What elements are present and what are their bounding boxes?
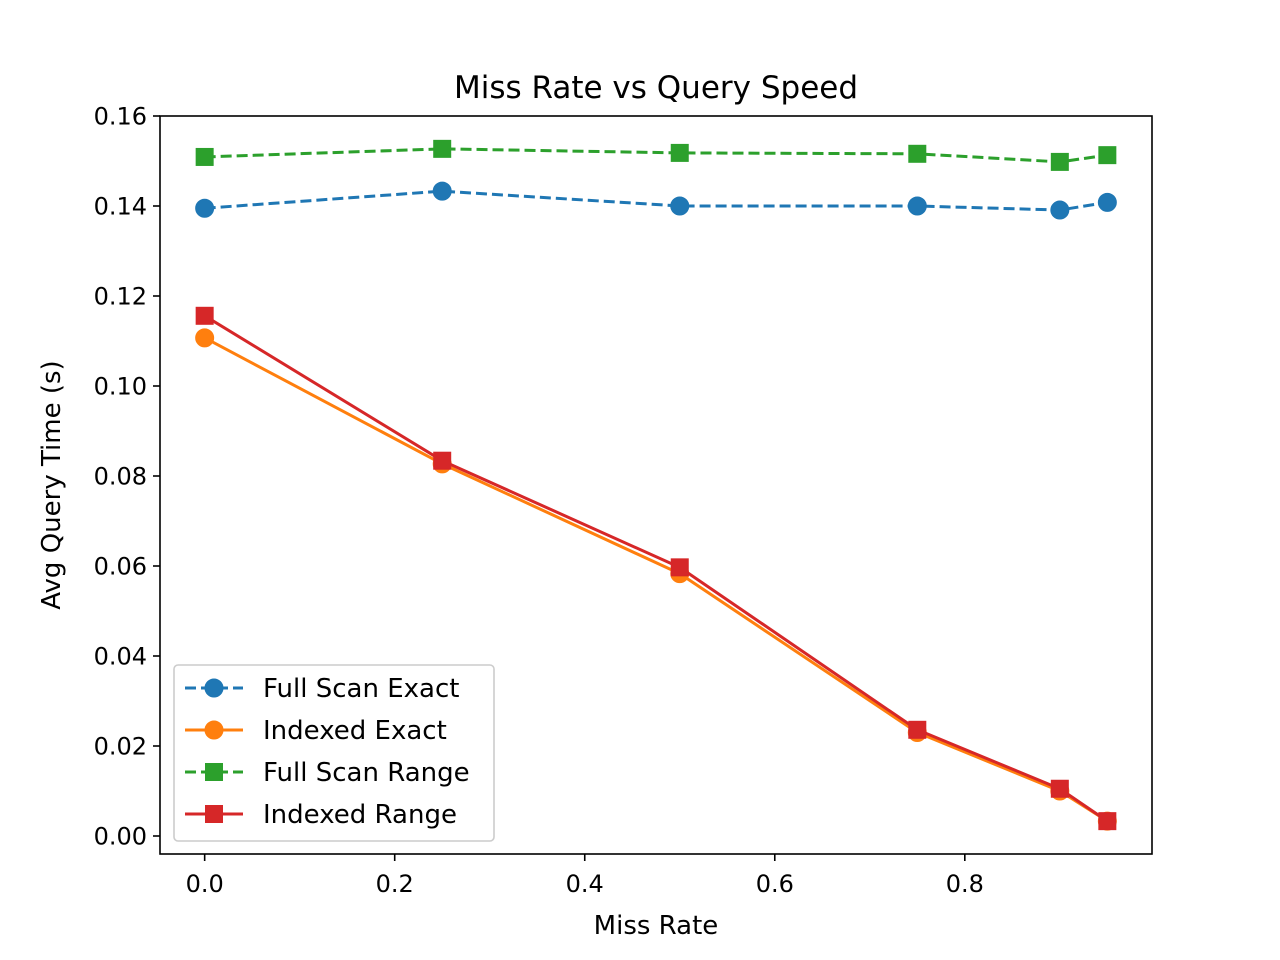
legend-marker-full-scan-range — [205, 763, 223, 781]
data-point-full-scan-range — [433, 139, 452, 158]
x-tick-label: 0.4 — [566, 870, 604, 898]
legend-marker-full-scan-exact — [204, 678, 224, 698]
y-axis-ticks: 0.00 0.02 0.04 0.06 0.08 0.10 0.12 0.14 0.16 — [94, 103, 160, 851]
data-point-full-scan-range — [1098, 146, 1117, 165]
data-point-indexed-range — [195, 306, 214, 325]
data-point-full-scan-exact — [907, 196, 927, 216]
y-tick-label: 0.16 — [94, 103, 147, 131]
data-point-full-scan-range — [670, 143, 689, 162]
x-tick-label: 0.2 — [376, 870, 414, 898]
chart-title: Miss Rate vs Query Speed — [454, 70, 858, 106]
legend-label-indexed-range: Indexed Range — [263, 800, 457, 830]
plot-area — [159, 115, 1153, 855]
data-point-full-scan-exact — [1050, 200, 1070, 220]
legend-label-indexed-exact: Indexed Exact — [263, 716, 447, 746]
legend-marker-indexed-range — [205, 805, 223, 823]
x-tick-label: 0.0 — [186, 870, 224, 898]
y-tick-label: 0.14 — [94, 193, 147, 221]
data-point-indexed-exact — [195, 328, 215, 348]
data-point-full-scan-exact — [195, 198, 215, 218]
y-tick-label: 0.08 — [94, 463, 147, 491]
x-axis-label: Miss Rate — [594, 911, 719, 941]
legend-marker-indexed-exact — [204, 720, 224, 740]
data-point-indexed-range — [433, 451, 452, 470]
y-tick-label: 0.12 — [94, 283, 147, 311]
data-point-indexed-range — [1050, 779, 1069, 798]
x-tick-label: 0.8 — [946, 870, 984, 898]
data-point-full-scan-range — [195, 147, 214, 166]
y-axis-label: Avg Query Time (s) — [37, 360, 67, 609]
data-point-full-scan-exact — [670, 196, 690, 216]
legend-label-full-scan-exact: Full Scan Exact — [263, 674, 459, 704]
legend-label-full-scan-range: Full Scan Range — [263, 758, 470, 788]
x-tick-label: 0.6 — [756, 870, 794, 898]
series-line-full-scan-range — [204, 147, 1108, 164]
y-tick-label: 0.10 — [94, 373, 147, 401]
x-axis-ticks: 0.0 0.2 0.4 0.6 0.8 — [186, 854, 984, 898]
legend-box — [173, 664, 495, 842]
data-point-indexed-range — [908, 720, 927, 739]
plot-frame — [159, 115, 1153, 855]
data-point-indexed-range — [670, 558, 689, 577]
data-point-full-scan-exact — [1097, 192, 1117, 212]
y-tick-label: 0.00 — [94, 823, 147, 851]
data-point-full-scan-range — [1050, 152, 1069, 171]
y-tick-label: 0.04 — [94, 643, 147, 671]
data-point-full-scan-exact — [432, 181, 452, 201]
legend: Full Scan Exact Indexed Exact Full Scan Ra… — [173, 664, 495, 842]
data-point-indexed-range — [1098, 812, 1117, 831]
y-tick-label: 0.06 — [94, 553, 147, 581]
data-point-full-scan-range — [908, 144, 927, 163]
y-tick-label: 0.02 — [94, 733, 147, 761]
